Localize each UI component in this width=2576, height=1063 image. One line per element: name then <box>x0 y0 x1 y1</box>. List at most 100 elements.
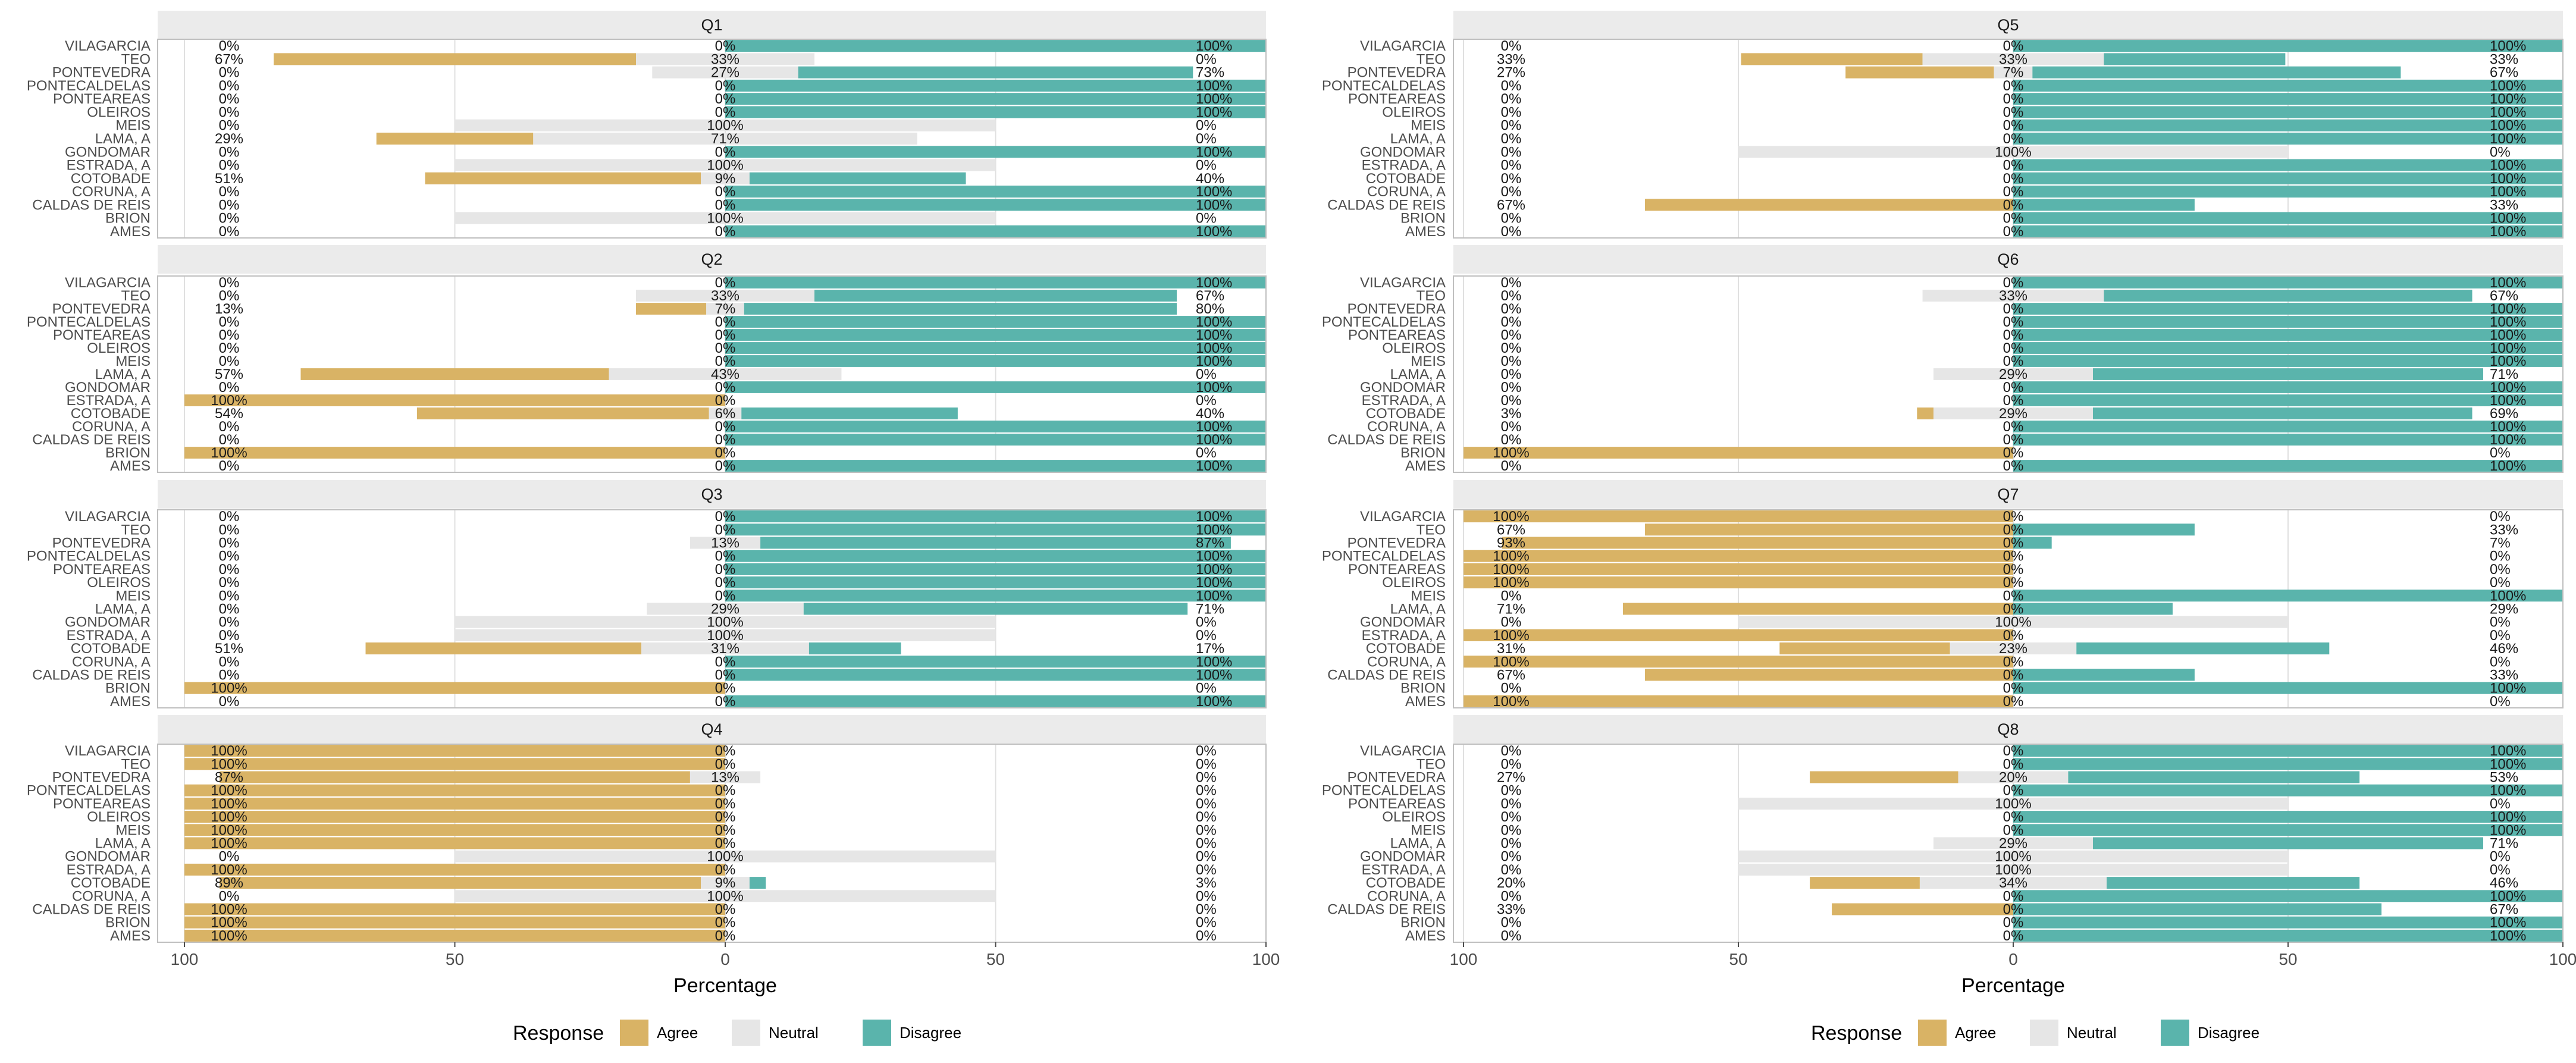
bar-agree-pontecaldelas <box>184 784 725 797</box>
bar-disagree-pontecaldelas <box>2013 79 2563 92</box>
agree-pct-label: 0% <box>1501 104 1522 120</box>
municipality-label: VILAGARCIA <box>1360 38 1446 54</box>
bar-neutral-cotobade <box>1933 407 2093 419</box>
x-axis-title: Percentage <box>673 974 777 997</box>
agree-pct-label: 54% <box>215 406 243 422</box>
disagree-pct-label: 100% <box>1196 522 1232 538</box>
agree-pct-label: 0% <box>1501 796 1522 812</box>
disagree-pct-label: 67% <box>1196 288 1224 304</box>
bar-agree-estrada-a <box>184 863 725 876</box>
municipality-label: LAMA, A <box>1390 601 1446 617</box>
municipality-label: PONTEVEDRA <box>52 65 151 81</box>
neutral-pct-label: 0% <box>2003 353 2024 369</box>
neutral-pct-label: 100% <box>1995 849 2031 865</box>
bar-agree-ames <box>1464 695 2013 707</box>
neutral-pct-label: 0% <box>715 432 736 448</box>
bar-neutral-coruna-a <box>455 890 996 902</box>
agree-pct-label: 0% <box>1501 171 1522 187</box>
bar-disagree-pontecaldelas <box>2013 784 2563 797</box>
disagree-pct-label: 87% <box>1196 535 1224 551</box>
bar-disagree-cotobade <box>2092 407 2472 419</box>
agree-pct-label: 0% <box>219 211 240 227</box>
neutral-pct-label: 6% <box>715 406 736 422</box>
disagree-pct-label: 100% <box>2490 340 2526 356</box>
disagree-pct-label: 0% <box>1196 836 1217 852</box>
municipality-label: CALDAS DE REIS <box>32 432 151 448</box>
neutral-pct-label: 0% <box>2003 667 2024 683</box>
neutral-pct-label: 0% <box>715 144 736 160</box>
neutral-pct-label: 0% <box>715 184 736 200</box>
bar-agree-cotobade <box>365 642 642 655</box>
agree-pct-label: 100% <box>211 783 247 799</box>
bar-neutral-pontevedra <box>652 66 798 79</box>
bar-disagree-pontecaldelas <box>725 79 1266 92</box>
neutral-pct-label: 100% <box>707 888 743 904</box>
disagree-pct-label: 100% <box>1196 380 1232 396</box>
neutral-pct-label: 0% <box>715 822 736 838</box>
agree-pct-label: 100% <box>1493 694 1529 710</box>
panel-border <box>1453 39 2564 239</box>
bar-neutral-cotobade <box>1919 877 2107 889</box>
municipality-label: CALDAS DE REIS <box>1327 432 1446 448</box>
bar-disagree-teo <box>2013 523 2195 536</box>
neutral-pct-label: 0% <box>2003 548 2024 565</box>
bar-disagree-cotobade <box>741 407 958 419</box>
municipality-label: CALDAS DE REIS <box>32 667 151 683</box>
municipality-label: COTOBADE <box>71 641 151 657</box>
neutral-pct-label: 0% <box>715 458 736 474</box>
neutral-pct-label: 0% <box>2003 928 2024 944</box>
neutral-pct-label: 0% <box>2003 224 2024 240</box>
disagree-pct-label: 100% <box>1196 78 1232 94</box>
bar-agree-caldas-de-reis <box>184 903 725 915</box>
neutral-pct-label: 0% <box>2003 38 2024 54</box>
facet-strip <box>158 11 1266 39</box>
disagree-pct-label: 100% <box>2490 184 2526 200</box>
municipality-label: MEIS <box>115 588 151 604</box>
disagree-pct-label: 100% <box>2490 224 2526 240</box>
agree-pct-label: 0% <box>1501 862 1522 878</box>
neutral-pct-label: 0% <box>2003 694 2024 710</box>
agree-pct-label: 0% <box>1501 756 1522 772</box>
agree-pct-label: 0% <box>219 614 240 631</box>
bar-disagree-oleiros <box>725 576 1266 589</box>
neutral-pct-label: 29% <box>1999 366 2027 382</box>
bar-disagree-meis <box>2013 355 2563 367</box>
neutral-pct-label: 0% <box>2003 809 2024 825</box>
disagree-pct-label: 0% <box>1196 862 1217 878</box>
municipality-label: OLEIROS <box>1382 104 1446 120</box>
agree-pct-label: 0% <box>1501 301 1522 317</box>
agree-pct-label: 51% <box>215 641 243 657</box>
disagree-pct-label: 0% <box>1196 445 1217 461</box>
municipality-label: CALDAS DE REIS <box>32 197 151 213</box>
disagree-pct-label: 0% <box>1196 743 1217 759</box>
bar-disagree-pontecaldelas <box>725 550 1266 562</box>
neutral-pct-label: 0% <box>2003 535 2024 551</box>
bar-agree-caldas-de-reis <box>1644 669 2013 681</box>
bar-agree-teo <box>273 53 637 65</box>
agree-pct-label: 0% <box>219 522 240 538</box>
neutral-pct-label: 100% <box>1995 144 2031 160</box>
municipality-label: OLEIROS <box>87 575 151 591</box>
bar-disagree-coruna-a <box>725 186 1266 198</box>
bar-disagree-pontevedra <box>744 303 1177 315</box>
neutral-pct-label: 0% <box>2003 822 2024 838</box>
municipality-label: TEO <box>1417 51 1446 67</box>
bar-agree-cotobade <box>425 172 701 184</box>
agree-pct-label: 100% <box>1493 628 1529 644</box>
municipality-label: CALDAS DE REIS <box>1327 197 1446 213</box>
disagree-pct-label: 0% <box>1196 393 1217 409</box>
neutral-pct-label: 0% <box>2003 445 2024 461</box>
panel-border <box>157 509 1267 708</box>
facet-strip-label: Q6 <box>1997 250 2019 268</box>
panel-border <box>1453 744 2564 943</box>
disagree-pct-label: 100% <box>1196 562 1232 578</box>
bar-disagree-ponteareas <box>725 563 1266 575</box>
municipality-label: PONTEAREAS <box>1348 327 1446 343</box>
bar-disagree-pontevedra <box>2013 303 2563 315</box>
bar-neutral-gondomar <box>1738 146 2288 158</box>
x-tick-label: 0 <box>720 950 730 968</box>
municipality-label: GONDOMAR <box>65 380 151 396</box>
agree-pct-label: 100% <box>211 743 247 759</box>
neutral-pct-label: 0% <box>2003 78 2024 94</box>
agree-pct-label: 100% <box>1493 445 1529 461</box>
